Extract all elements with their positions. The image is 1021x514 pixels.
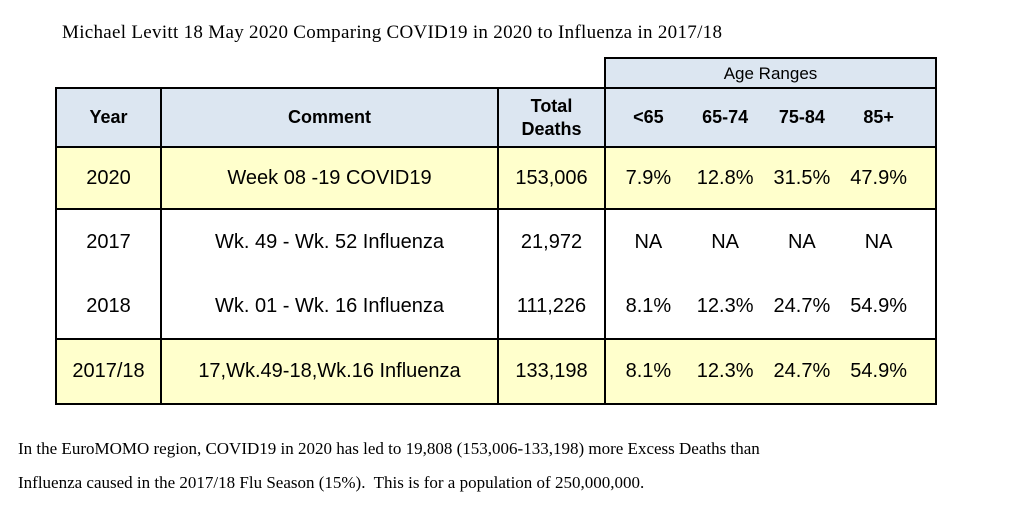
age-subheader-65-74: 65-74: [702, 107, 749, 128]
row-2017-comment: Wk. 49 - Wk. 52 Influenza: [162, 210, 499, 275]
footnote: In the EuroMOMO region, COVID19 in 2020 …: [18, 432, 760, 500]
row-2018-age-values: 8.1% 12.3% 24.7% 54.9%: [606, 275, 935, 340]
column-header-year: Year: [57, 89, 162, 148]
column-header-total-deaths-label: Total Deaths: [521, 96, 582, 139]
row-2017-18-year: 2017/18: [57, 340, 162, 403]
age-ranges-header-cell: Age Ranges: [604, 57, 937, 89]
row-2017-18-total-deaths: 133,198: [499, 340, 606, 403]
row-2018-age-under-65: 8.1%: [625, 295, 672, 317]
age-values: 8.1% 12.3% 24.7% 54.9%: [606, 275, 935, 338]
age-subheader-75-84: 75-84: [778, 107, 825, 128]
row-2020-age-75-84: 31.5%: [773, 166, 831, 189]
row-2017-age-85-plus: NA: [864, 231, 893, 253]
age-values: NA NA NA NA: [606, 210, 935, 275]
age-ranges-label: Age Ranges: [723, 64, 818, 83]
row-2017-18-age-under-65: 8.1%: [625, 360, 672, 382]
row-2020-year: 2020: [57, 148, 162, 210]
age-values: 7.9% 12.8% 31.5% 47.9%: [606, 148, 935, 208]
row-2017-18-age-65-74: 12.3%: [696, 360, 754, 382]
row-2017-18-age-85-plus: 54.9%: [850, 360, 907, 382]
row-2018-comment: Wk. 01 - Wk. 16 Influenza: [162, 275, 499, 340]
row-2017-age-65-74: NA: [711, 231, 740, 253]
column-header-comment: Comment: [162, 89, 499, 148]
row-2017-year: 2017: [57, 210, 162, 275]
age-subheader-under-65: <65: [633, 107, 664, 128]
row-2017-18-age-values: 8.1% 12.3% 24.7% 54.9%: [606, 340, 935, 403]
row-2020-age-85-plus: 47.9%: [850, 166, 907, 189]
data-table: Year Comment Total Deaths <65 65-74 75-8…: [55, 87, 937, 405]
row-2018-age-85-plus: 54.9%: [850, 295, 907, 317]
age-subheader-85-plus: 85+: [863, 107, 894, 128]
age-values: 8.1% 12.3% 24.7% 54.9%: [606, 340, 935, 403]
row-2020-comment: Week 08 -19 COVID19: [162, 148, 499, 210]
footnote-line-2: Influenza caused in the 2017/18 Flu Seas…: [18, 473, 645, 492]
row-2017-age-values: NA NA NA NA: [606, 210, 935, 275]
age-subheaders: <65 65-74 75-84 85+: [606, 89, 935, 146]
column-header-total-deaths: Total Deaths: [499, 89, 606, 148]
row-2018-total-deaths: 111,226: [499, 275, 606, 340]
row-2017-total-deaths: 21,972: [499, 210, 606, 275]
row-2017-18-age-75-84: 24.7%: [773, 360, 831, 382]
row-2018-age-75-84: 24.7%: [773, 295, 831, 317]
footnote-line-1: In the EuroMOMO region, COVID19 in 2020 …: [18, 439, 760, 458]
row-2018-year: 2018: [57, 275, 162, 340]
row-2017-age-under-65: NA: [634, 231, 663, 253]
row-2020-total-deaths: 153,006: [499, 148, 606, 210]
row-2017-age-75-84: NA: [787, 231, 816, 253]
row-2017-18-comment: 17,Wk.49-18,Wk.16 Influenza: [162, 340, 499, 403]
row-2020-age-values: 7.9% 12.8% 31.5% 47.9%: [606, 148, 935, 210]
row-2018-age-65-74: 12.3%: [696, 295, 754, 317]
row-2020-age-65-74: 12.8%: [696, 166, 754, 189]
row-2020-age-under-65: 7.9%: [625, 166, 672, 189]
figure-title: Michael Levitt 18 May 2020 Comparing COV…: [62, 22, 723, 43]
column-header-age-ranges: <65 65-74 75-84 85+: [606, 89, 935, 148]
